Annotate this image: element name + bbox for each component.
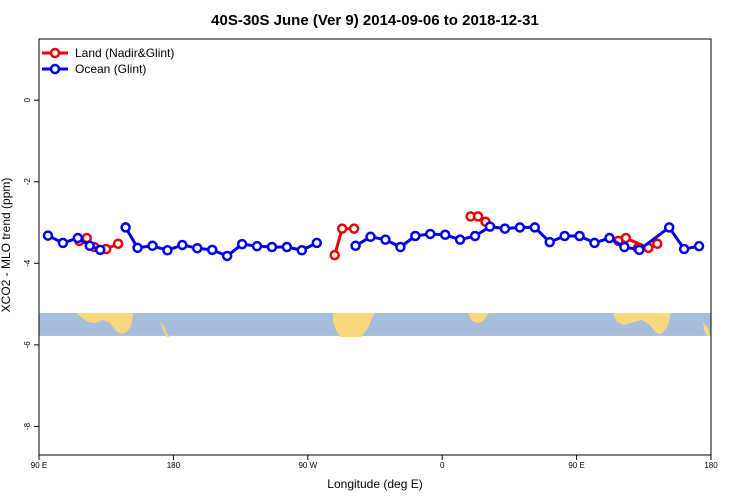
data-point [336, 223, 348, 234]
data-point [634, 244, 645, 256]
data-point [619, 241, 630, 253]
data-point [236, 238, 248, 250]
data-point [132, 242, 143, 254]
x-tick-label: 180 [704, 461, 718, 470]
data-point [120, 222, 131, 233]
map-land-australia-east [613, 313, 670, 334]
y-tick-label: -6 [23, 341, 32, 349]
data-point [472, 211, 484, 222]
data-point [693, 240, 705, 252]
data-point [514, 222, 526, 233]
map-land-south-america [333, 313, 375, 337]
data-point [311, 237, 323, 249]
data-point [663, 222, 675, 233]
map-land-new-zealand [160, 321, 170, 337]
data-point [529, 222, 541, 233]
data-point [296, 245, 308, 256]
data-point [559, 230, 570, 242]
plot-frame [38, 38, 712, 456]
series-ocean [42, 221, 705, 262]
data-point [469, 230, 481, 242]
data-point [604, 232, 615, 244]
data-point [678, 243, 690, 255]
data-point [57, 237, 69, 249]
data-point [192, 242, 203, 254]
data-point [162, 245, 173, 256]
data-point [221, 250, 233, 262]
data-point [350, 240, 361, 252]
data-point [94, 244, 106, 256]
data-point [42, 230, 54, 241]
x-tick-label: 180 [167, 461, 181, 470]
x-axis: 90 E 180 90 W 0 90 E 180 [31, 455, 718, 470]
data-point [454, 234, 466, 245]
legend-item-land: Land (Nadir&Glint) [42, 46, 174, 60]
data-point [348, 223, 360, 234]
x-tick-label: 90 W [298, 461, 317, 470]
x-axis-label: Longitude (deg E) [327, 477, 422, 491]
y-axis-label: XCO2 - MLO trend (ppm) [0, 178, 13, 313]
y-tick-label: -4 [23, 259, 32, 267]
data-point [620, 232, 632, 244]
y-tick-label: -8 [23, 422, 32, 430]
x-tick-label: 90 E [31, 461, 47, 470]
data-point [206, 244, 218, 256]
data-point [266, 241, 278, 253]
data-point [439, 229, 451, 241]
data-point [380, 234, 391, 245]
data-point [281, 241, 293, 253]
map-land-new-zealand-east [703, 322, 710, 336]
data-point [112, 238, 124, 249]
legend-label-land: Land (Nadir&Glint) [75, 46, 174, 60]
data-point [251, 240, 263, 252]
legend-item-ocean: Ocean (Glint) [42, 62, 146, 76]
data-point [484, 221, 496, 232]
y-tick-label: -2 [23, 178, 32, 186]
map-band [39, 313, 711, 337]
data-point [147, 240, 158, 252]
legend-marker-ocean [49, 63, 61, 75]
data-point [329, 249, 340, 261]
data-point [177, 239, 188, 251]
data-point [425, 228, 436, 240]
legend-label-ocean: Ocean (Glint) [75, 62, 146, 76]
data-point [544, 236, 555, 248]
data-point [651, 238, 663, 249]
y-axis: 0 -2 -4 -6 -8 [23, 97, 39, 430]
series-layer [42, 211, 705, 262]
chart-title: 40S-30S June (Ver 9) 2014-09-06 to 2018-… [211, 12, 539, 29]
data-point [365, 231, 376, 243]
data-point [84, 240, 96, 252]
legend: Land (Nadir&Glint) Ocean (Glint) [42, 46, 174, 76]
data-point [589, 237, 600, 249]
x-tick-label: 0 [440, 461, 445, 470]
data-point [72, 232, 84, 244]
map-land-africa [468, 313, 489, 323]
data-point [395, 241, 406, 253]
legend-marker-land [49, 47, 61, 59]
data-point [574, 230, 585, 242]
map-ocean [39, 313, 711, 336]
x-tick-label: 90 E [568, 461, 584, 470]
data-point [499, 223, 511, 234]
map-land-australia-west [76, 313, 133, 334]
data-point [410, 230, 421, 242]
y-tick-label: 0 [23, 97, 32, 102]
